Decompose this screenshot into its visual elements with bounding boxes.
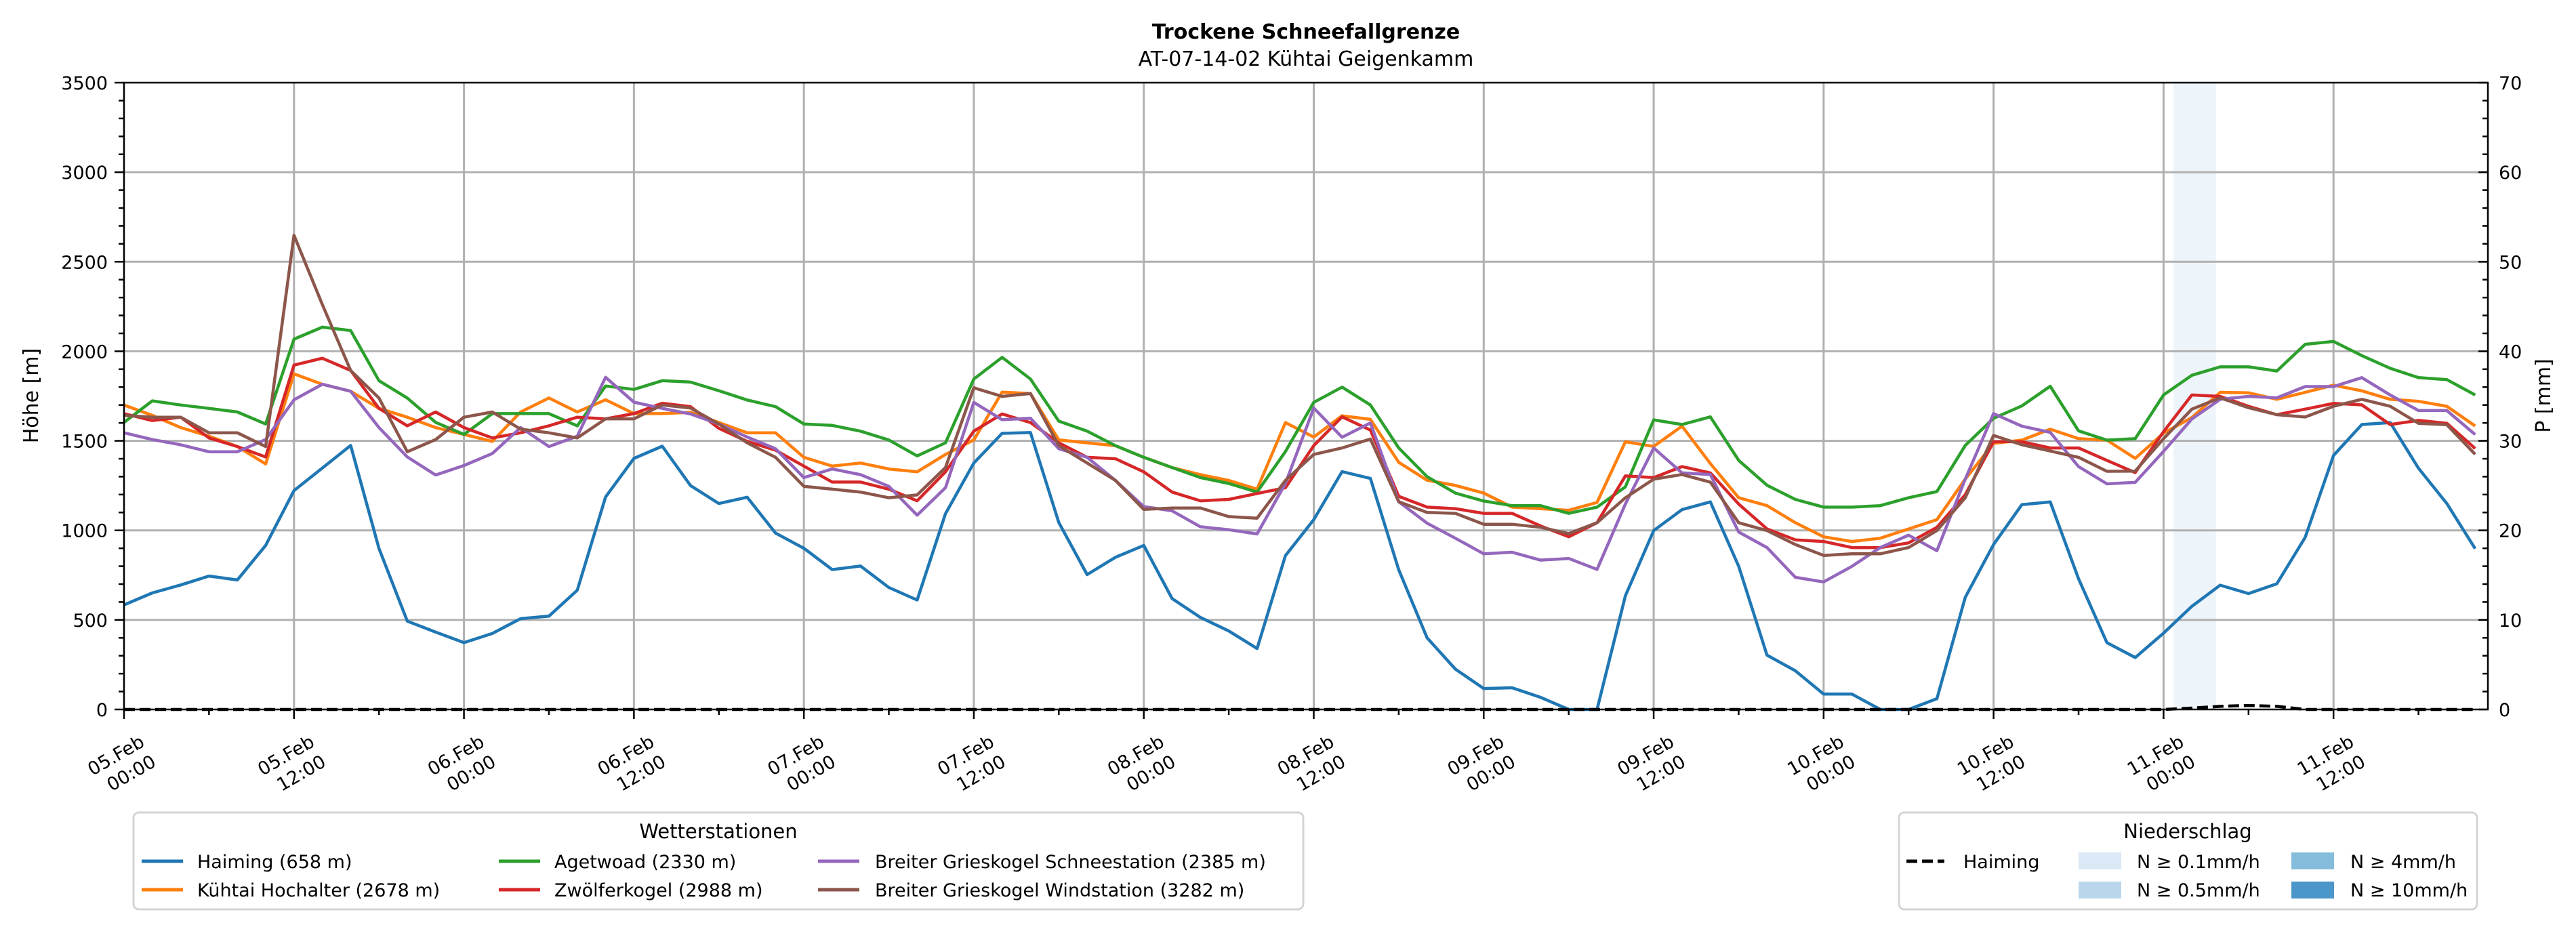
y-right-tick-label: 70 (2499, 73, 2522, 94)
y-tick-label: 500 (73, 611, 108, 632)
legend-item-haiming: Haiming (658 m) (142, 852, 352, 873)
legend-swatch-level-3 (2291, 882, 2334, 899)
plot-frame (123, 81, 2489, 711)
legend-label-windstation: Breiter Grieskogel Windstation (3282 m) (875, 880, 1244, 901)
series-line-2 (123, 325, 2476, 515)
y-tick-label: 2500 (61, 252, 108, 273)
legend-item-level-2: N ≥ 4mm/h (2291, 852, 2456, 873)
legend-label-kuehtai-hochalter: Kühtai Hochalter (2678 m) (197, 880, 440, 901)
legend-label-level-2: N ≥ 4mm/h (2350, 852, 2456, 873)
legend-stations-frame (132, 811, 1305, 911)
series-lines (123, 233, 2477, 711)
y-right-tick-label: 60 (2499, 163, 2522, 184)
series-line-4 (123, 375, 2476, 584)
legend-item-windstation: Breiter Grieskogel Windstation (3282 m) (818, 880, 1244, 901)
y-right-tick-label: 0 (2499, 700, 2510, 721)
legend-label-precip-haiming: Haiming (1963, 852, 2039, 873)
series-line-5 (123, 233, 2476, 557)
legend-item-precip-haiming: Haiming (1906, 852, 2039, 873)
legend-label-haiming: Haiming (658 m) (197, 852, 352, 873)
y-axis-right: 0 10 20 30 40 50 60 70 (2478, 73, 2522, 721)
y-right-tick-label: 10 (2499, 611, 2522, 632)
series-line-0 (123, 421, 2477, 711)
legend-label-agetwoad: Agetwoad (2330 m) (554, 852, 736, 873)
chart-subtitle: AT-07-14-02 Kühtai Geigenkamm (1139, 47, 1474, 71)
legend-item-level-3: N ≥ 10mm/h (2291, 880, 2468, 901)
legend-label-level-3: N ≥ 10mm/h (2350, 880, 2468, 901)
y-right-tick-label: 40 (2499, 342, 2522, 363)
legend-stations: Wetterstationen Haiming (658 m) Kühtai H… (132, 811, 1305, 911)
legend-item-kuehtai-hochalter: Kühtai Hochalter (2678 m) (142, 880, 440, 901)
y-right-tick-label: 30 (2499, 432, 2522, 453)
legend-item-level-1: N ≥ 0.5mm/h (2079, 880, 2260, 901)
y-right-tick-label: 50 (2499, 252, 2522, 273)
legend-item-schneestation: Breiter Grieskogel Schneestation (2385 m… (818, 852, 1266, 873)
y-tick-label: 1000 (61, 521, 108, 542)
y-tick-label: 3500 (61, 73, 108, 94)
y-axis-left: 0 500 1000 1500 2000 2500 3000 3500 (61, 73, 124, 721)
y-axis-right-label: P [mm] (2532, 358, 2556, 432)
legend-label-level-1: N ≥ 0.5mm/h (2137, 880, 2260, 901)
chart-title: Trockene Schneefallgrenze (1152, 20, 1460, 44)
y-tick-label: 1500 (61, 432, 108, 453)
legend-item-zwoelferkogel: Zwölferkogel (2988 m) (499, 880, 763, 901)
y-tick-label: 0 (96, 700, 108, 721)
legend-precip: Niederschlag Haiming N ≥ 0.1mm/h N ≥ 0.5… (1898, 811, 2478, 911)
legend-label-level-0: N ≥ 0.1mm/h (2137, 852, 2260, 873)
legend-precip-title: Niederschlag (2123, 820, 2251, 843)
y-axis-label: Höhe [m] (20, 348, 43, 444)
legend-label-schneestation: Breiter Grieskogel Schneestation (2385 m… (875, 852, 1266, 873)
legend-label-zwoelferkogel: Zwölferkogel (2988 m) (554, 880, 763, 901)
legend-swatch-level-0 (2079, 852, 2121, 869)
legend-item-level-0: N ≥ 0.1mm/h (2079, 852, 2260, 873)
y-right-tick-label: 20 (2499, 521, 2522, 542)
legend-item-agetwoad: Agetwoad (2330 m) (499, 852, 736, 873)
y-tick-label: 3000 (61, 163, 108, 184)
y-tick-label: 2000 (61, 342, 108, 363)
legend-stations-title: Wetterstationen (639, 820, 797, 843)
legend-swatch-level-2 (2291, 852, 2334, 869)
legend-swatch-level-1 (2079, 882, 2121, 899)
